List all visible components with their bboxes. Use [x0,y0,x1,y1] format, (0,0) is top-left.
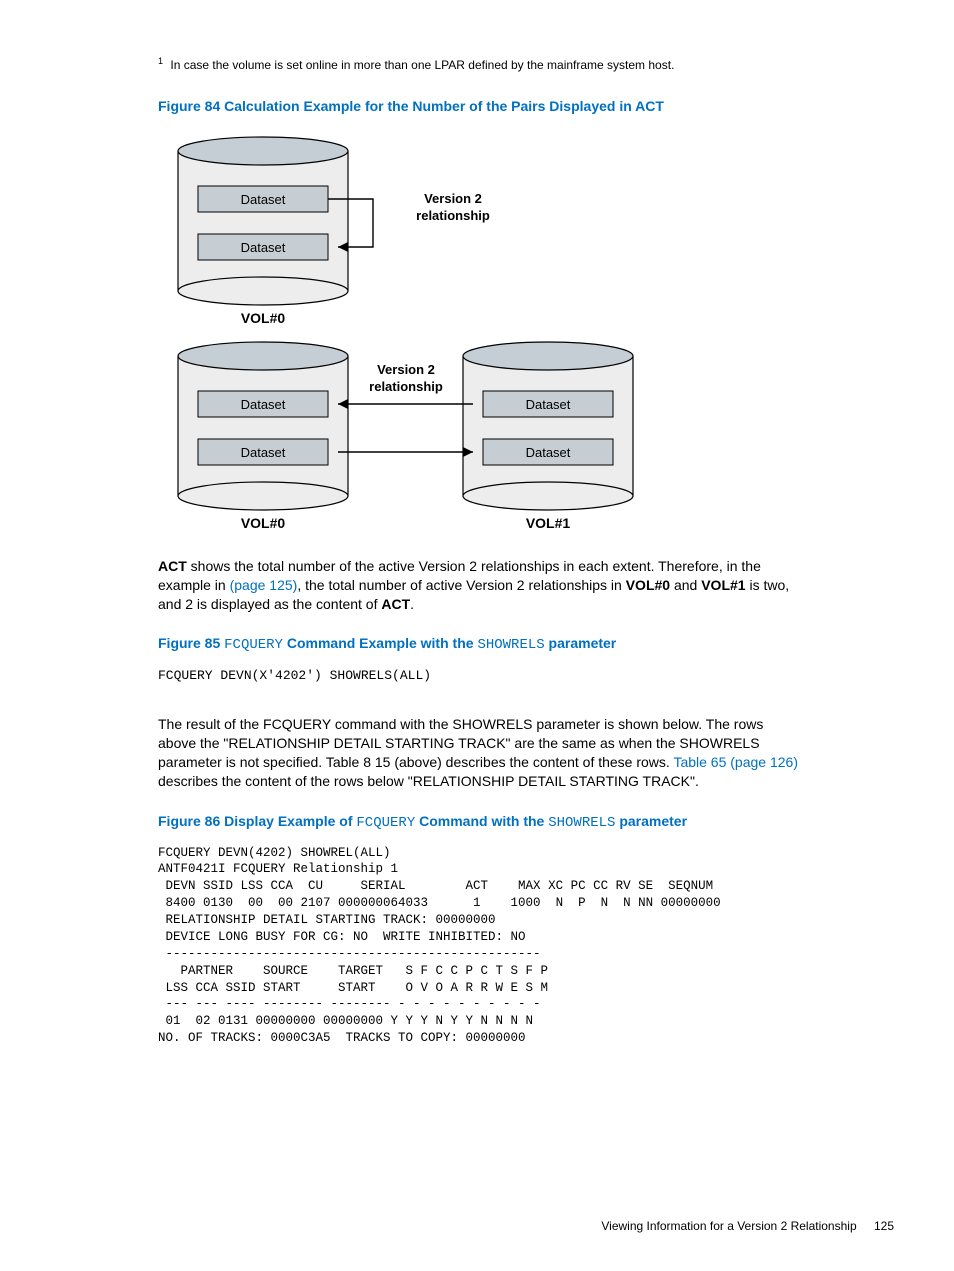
caption-mono: SHOWRELS [548,815,615,831]
caption-text: Figure 86 Display Example of [158,813,356,829]
svg-text:VOL#0: VOL#0 [241,310,286,326]
text: , the total number of active Version 2 r… [297,577,625,593]
svg-text:Dataset: Dataset [241,192,286,207]
caption-text: parameter [545,635,617,651]
figure-84-caption: Figure 84 Calculation Example for the Nu… [158,98,799,114]
page-footer: Viewing Information for a Version 2 Rela… [601,1219,894,1233]
figure-86-caption: Figure 86 Display Example of FCQUERY Com… [158,813,799,831]
bold-act2: ACT [381,596,410,612]
link-page-125[interactable]: (page 125) [230,577,298,593]
caption-text: parameter [615,813,687,829]
footer-title: Viewing Information for a Version 2 Rela… [601,1219,856,1233]
caption-mono: SHOWRELS [477,637,544,653]
bold-vol1: VOL#1 [701,577,745,593]
svg-text:Version 2: Version 2 [377,362,435,377]
text: describes the content of the rows below … [158,773,699,789]
svg-text:Dataset: Dataset [241,397,286,412]
bold-vol0: VOL#0 [626,577,670,593]
caption-text: Figure 85 [158,635,224,651]
figure-85-code: FCQUERY DEVN(X'4202') SHOWRELS(ALL) [158,667,799,685]
svg-text:VOL#1: VOL#1 [526,515,571,528]
svg-text:VOL#0: VOL#0 [241,515,286,528]
paragraph-result: The result of the FCQUERY command with t… [158,715,799,791]
text: and [670,577,701,593]
bold-act: ACT [158,558,187,574]
figure-84-diagram: Dataset Dataset VOL#0 Version 2 relation… [158,128,799,531]
page-number: 125 [874,1219,894,1233]
paragraph-act: ACT shows the total number of the active… [158,557,799,614]
svg-text:Dataset: Dataset [241,240,286,255]
footnote-number: 1 [158,56,163,66]
figure-86-code: FCQUERY DEVN(4202) SHOWREL(ALL) ANTF0421… [158,845,799,1048]
svg-text:Version 2: Version 2 [424,191,482,206]
caption-mono: FCQUERY [224,637,283,653]
text: . [410,596,414,612]
footnote-text: In case the volume is set online in more… [170,58,674,72]
figure-85-caption: Figure 85 FCQUERY Command Example with t… [158,635,799,653]
svg-text:relationship: relationship [369,379,443,394]
svg-text:Dataset: Dataset [526,445,571,460]
footnote: 1 In case the volume is set online in mo… [158,55,799,74]
svg-text:relationship: relationship [416,208,490,223]
svg-text:Dataset: Dataset [526,397,571,412]
caption-mono: FCQUERY [356,815,415,831]
caption-text: Command Example with the [283,635,477,651]
link-table-65[interactable]: Table 65 (page 126) [673,754,798,770]
svg-text:Dataset: Dataset [241,445,286,460]
caption-text: Command with the [415,813,548,829]
